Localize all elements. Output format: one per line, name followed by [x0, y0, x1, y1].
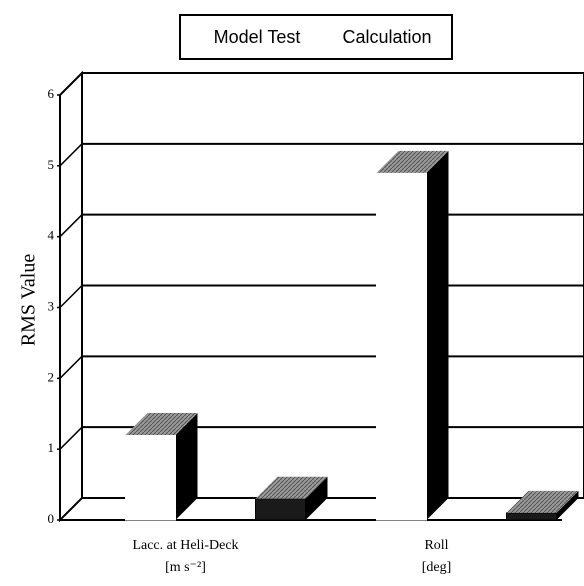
x-tick-label: [m s⁻²]	[165, 560, 206, 575]
y-tick-label: 6	[48, 86, 55, 101]
bar	[255, 498, 306, 521]
legend-label: Calculation	[342, 27, 431, 47]
y-tick-label: 3	[48, 298, 55, 313]
grid-line	[59, 143, 83, 167]
bar-side	[556, 490, 579, 520]
grid-line	[59, 497, 83, 521]
bar-top	[125, 413, 198, 435]
bar-top	[376, 150, 449, 173]
bar	[376, 172, 427, 521]
bar	[125, 434, 176, 521]
y-tick-label: 2	[48, 369, 55, 384]
bar-side	[305, 476, 328, 520]
grid-line	[59, 214, 83, 238]
bar-top	[506, 490, 579, 513]
y-tick-label: 0	[48, 511, 55, 526]
bar-top	[255, 476, 328, 499]
x-tick-label: Lacc. at Heli-Deck	[132, 538, 238, 553]
y-tick-label: 1	[48, 440, 55, 455]
x-tick-label: [deg]	[422, 560, 452, 575]
y-tick-label: 4	[48, 228, 55, 243]
bar	[506, 512, 557, 521]
bar-side	[175, 413, 198, 520]
grid-line	[59, 355, 83, 379]
grid-line	[59, 72, 83, 96]
grid-line	[59, 284, 83, 309]
bar-side	[426, 150, 449, 520]
y-axis-label: RMS Value	[18, 254, 40, 347]
legend-label: Model Test	[214, 27, 301, 47]
grid-line	[59, 426, 83, 450]
legend-box	[179, 14, 453, 60]
y-tick-label: 5	[48, 157, 55, 172]
x-tick-label: Roll	[424, 538, 448, 553]
